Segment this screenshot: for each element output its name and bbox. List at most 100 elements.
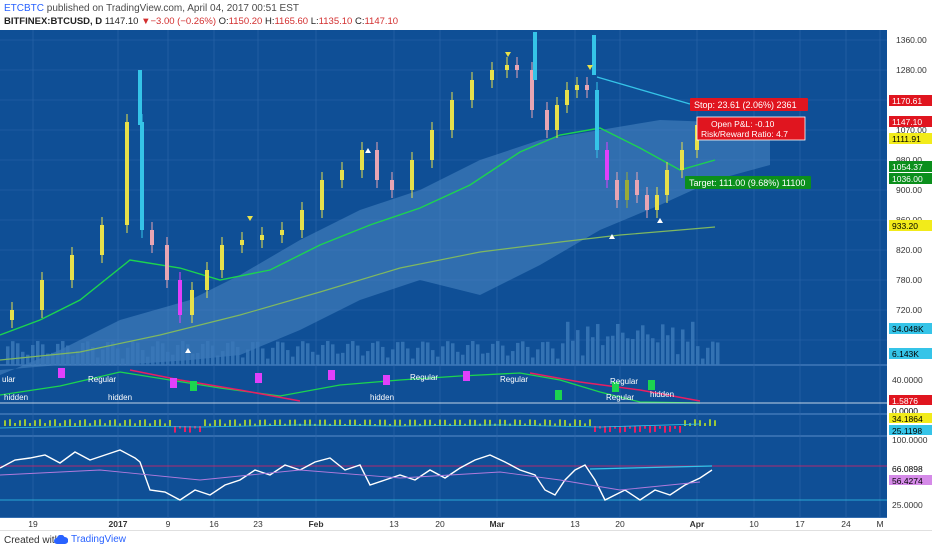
high-value: 1165.60 (274, 16, 309, 27)
histogram-bar (699, 420, 701, 426)
volume-bar (556, 358, 560, 365)
volume-bar (101, 349, 105, 365)
histogram-bar (409, 419, 411, 426)
histogram-bar (669, 426, 671, 432)
volume-bar (6, 346, 10, 365)
histogram-bar (9, 419, 11, 426)
price-tick: 1070.00 (896, 125, 927, 135)
stop-label-box (690, 98, 808, 111)
target-label-box (685, 176, 811, 189)
volume-bar (286, 350, 290, 365)
histogram-bar (389, 423, 391, 426)
volume-bar (156, 341, 160, 365)
volume-bar (131, 341, 135, 365)
histogram-bar (249, 419, 251, 426)
histogram-bar (524, 423, 526, 426)
rsi-label-box (889, 463, 932, 473)
histogram-bar (149, 423, 151, 426)
slow-moving-average (0, 226, 716, 361)
histogram-bar (99, 419, 101, 426)
volume-bar (181, 341, 185, 365)
oscillator-bar (612, 382, 619, 392)
volume-bar (411, 358, 415, 365)
histogram-bar (319, 419, 321, 426)
risk-reward-label: Risk/Reward Ratio: 4.7 (701, 129, 788, 139)
volume-bar (581, 355, 585, 365)
histogram-bar (84, 419, 86, 426)
volume-bar (126, 347, 130, 365)
open-value: 1150.20 (228, 16, 263, 27)
volume-bar (226, 342, 230, 365)
pnl-box (696, 116, 806, 141)
volume-bar (231, 341, 235, 365)
candle-body (450, 100, 454, 130)
histogram-bar (49, 420, 51, 426)
divergence-line (529, 372, 701, 402)
histogram-bar (189, 426, 191, 433)
histogram-bar (24, 419, 26, 426)
histogram-bar (64, 420, 66, 426)
histogram-bar (564, 419, 566, 426)
histogram-bar (609, 426, 611, 432)
histogram-bar (419, 423, 421, 426)
time-tick: 16 (209, 519, 219, 529)
histogram-bar (219, 419, 221, 426)
tradingview-logo-link[interactable]: TradingView (54, 534, 126, 545)
time-tick: 17 (795, 519, 805, 529)
histogram-bar (284, 423, 286, 426)
volume-bar (486, 352, 490, 365)
volume-bar (596, 324, 600, 365)
volume-bar (371, 342, 375, 365)
low-value: 1135.10 (318, 16, 353, 27)
author-link[interactable]: ETCBTC (4, 3, 44, 14)
histogram-bar (489, 419, 491, 426)
candle-body (138, 70, 142, 125)
histogram-bar (614, 426, 616, 429)
volume-bar (481, 353, 485, 365)
volume-bar (696, 346, 700, 365)
candle-body (430, 130, 434, 160)
volume-bar (341, 352, 345, 365)
histogram-bar (404, 423, 406, 426)
signal-triangle (365, 148, 371, 153)
histogram-bar (634, 426, 636, 433)
volume-bar (91, 346, 95, 365)
volume-bar (536, 349, 540, 365)
histogram-bar (604, 426, 606, 433)
volume-bar (71, 355, 75, 365)
volume-bar (26, 354, 30, 365)
histogram-bar (679, 426, 681, 433)
histogram-bar (164, 423, 166, 426)
histogram-bar (534, 419, 536, 426)
price-tick: 820.00 (896, 245, 922, 255)
histogram-bar (209, 423, 211, 426)
histogram-bar (139, 420, 141, 426)
histogram-bar (264, 419, 266, 426)
volume-bar (436, 356, 440, 365)
histogram-bar (224, 423, 226, 426)
price-label: 1036.00 (892, 174, 923, 184)
rsi-label-box (889, 475, 932, 485)
tradingview-brand: TradingView (71, 534, 127, 545)
symbol-label[interactable]: BITFINEX:BTCUSD, D (4, 16, 103, 27)
volume-bar (446, 341, 450, 365)
volume-bar (626, 338, 630, 365)
oscillator-bar (648, 380, 655, 390)
histogram-bar (629, 426, 631, 429)
time-tick: M (876, 519, 883, 529)
volume-bar (561, 343, 565, 365)
osc-label: 1.5876 (892, 396, 918, 406)
candle-body (178, 280, 182, 315)
candle-body (220, 245, 224, 270)
volume-bar (166, 351, 170, 365)
volume-bar (491, 343, 495, 365)
price-label: 34.048K (892, 324, 924, 334)
divergence-label: Regular (610, 377, 638, 386)
histogram-bar (394, 419, 396, 426)
histogram-bar (579, 419, 581, 426)
histogram-bar (539, 423, 541, 426)
candle-body (260, 235, 264, 240)
candle-body (410, 160, 414, 190)
volume-bar (616, 323, 620, 365)
